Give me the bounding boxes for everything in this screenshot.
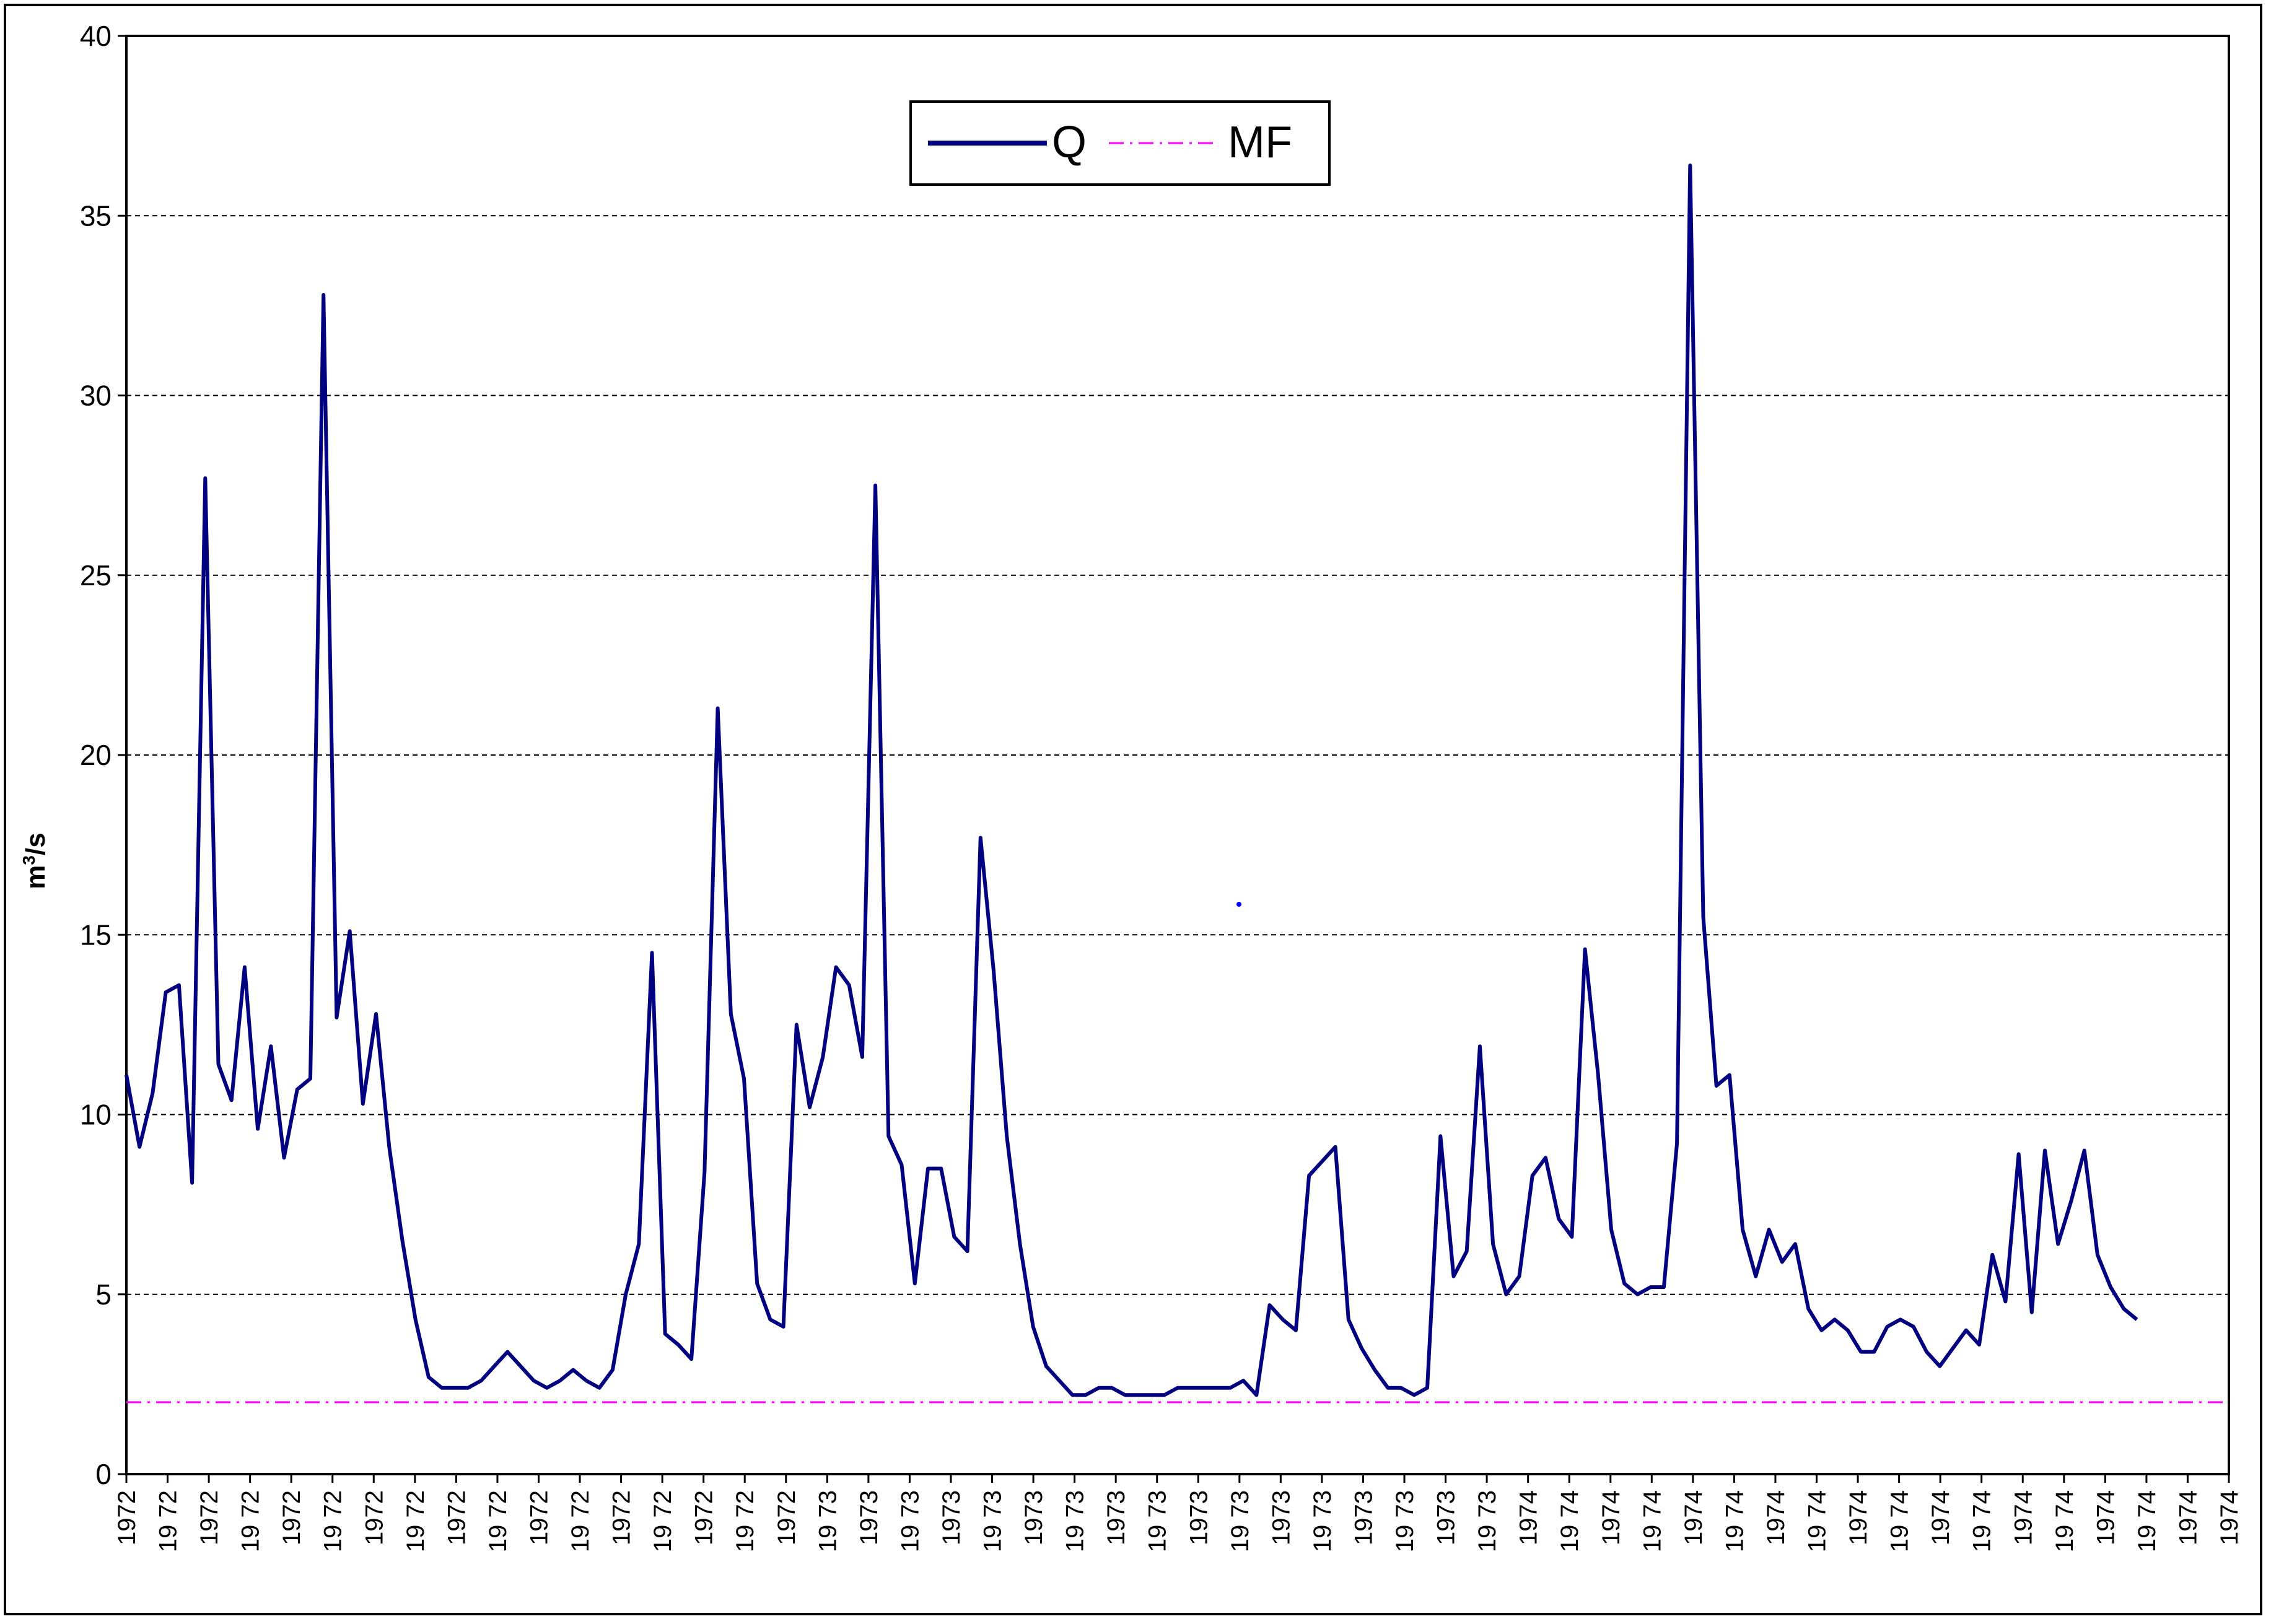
x-tick-label: 19 74 — [1969, 1490, 1996, 1552]
x-tick-label: 19 74 — [1639, 1490, 1666, 1552]
y-tick-label-30: 30 — [80, 380, 112, 412]
x-tick-label: 1974 — [1845, 1490, 1872, 1545]
x-tick-label: 1973 — [1267, 1490, 1295, 1545]
x-tick-label: 1973 — [1185, 1490, 1212, 1545]
x-tick-label: 1974 — [2216, 1490, 2243, 1545]
x-tick-label: 1972 — [278, 1490, 305, 1545]
x-tick-label: 19 72 — [155, 1490, 182, 1552]
x-tick-label: 19 73 — [896, 1490, 924, 1552]
x-tick-label: 1972 — [608, 1490, 636, 1545]
legend-q-label: Q — [1052, 118, 1087, 167]
y-tick-label-10: 10 — [80, 1099, 112, 1131]
x-tick-label: 1972 — [525, 1490, 553, 1545]
series-q-line — [125, 164, 2138, 1397]
x-tick-label: 1974 — [2174, 1490, 2202, 1545]
y-axis-label: m3/s — [19, 832, 51, 889]
x-tick-label: 19 74 — [1886, 1490, 1914, 1552]
y-tick-label-35: 35 — [80, 199, 112, 232]
stray-marker — [1236, 902, 1241, 907]
x-tick-label: 19 73 — [979, 1490, 1007, 1552]
x-tick-label: 1974 — [1927, 1490, 1954, 1545]
y-tick-label-20: 20 — [80, 739, 112, 771]
x-tick-label: 19 74 — [2051, 1490, 2078, 1552]
x-tick-label: 1973 — [1020, 1490, 1048, 1545]
x-tick-label: 1972 — [196, 1490, 223, 1545]
x-tick-label: 19 73 — [1062, 1490, 1089, 1552]
x-tick-label: 19 73 — [814, 1490, 841, 1552]
x-axis-ticks: 1972 19 72 1972 19 72 1972 19 72 1972 19 72 1972… — [113, 1474, 2243, 1552]
x-tick-label: 19 72 — [320, 1490, 347, 1552]
y-tick-label-25: 25 — [80, 559, 112, 592]
x-tick-label: 19 73 — [1227, 1490, 1254, 1552]
x-tick-label: 1974 — [2010, 1490, 2037, 1545]
x-tick-label: 19 72 — [567, 1490, 594, 1552]
y-axis-label-base: m — [20, 865, 51, 889]
legend-mf-label: MF — [1228, 118, 1292, 167]
x-tick-label: 19 73 — [1144, 1490, 1171, 1552]
x-tick-label: 1974 — [1680, 1490, 1707, 1545]
x-tick-label: 19 73 — [1309, 1490, 1336, 1552]
x-tick-label: 19 72 — [732, 1490, 759, 1552]
x-tick-label: 19 72 — [484, 1490, 512, 1552]
gridlines — [126, 215, 2229, 1295]
x-tick-label: 19 73 — [1391, 1490, 1419, 1552]
x-tick-label: 1973 — [1350, 1490, 1377, 1545]
x-tick-label: 1972 — [113, 1490, 141, 1545]
x-tick-label: 1974 — [2092, 1490, 2119, 1545]
x-tick-label: 19 72 — [649, 1490, 676, 1552]
y-axis-label-tail: /s — [20, 832, 51, 855]
x-tick-label: 1974 — [1598, 1490, 1625, 1545]
legend: Q MF — [909, 100, 1331, 186]
y-axis-label-sup: 3 — [19, 855, 38, 865]
y-tick-label-15: 15 — [80, 919, 112, 951]
x-tick-label: 19 74 — [1556, 1490, 1583, 1552]
y-tick-label-40: 40 — [80, 20, 112, 52]
x-tick-label: 1972 — [443, 1490, 470, 1545]
y-axis-ticks: 0 5 10 15 20 25 30 35 40 — [80, 20, 126, 1490]
x-tick-label: 1972 — [361, 1490, 388, 1545]
y-tick-label-0: 0 — [95, 1458, 112, 1490]
x-tick-label: 19 72 — [402, 1490, 429, 1552]
series-layer — [125, 164, 2229, 1404]
x-tick-label: 1973 — [938, 1490, 965, 1545]
x-tick-label: 1972 — [773, 1490, 800, 1545]
x-tick-label: 19 74 — [1804, 1490, 1831, 1552]
x-tick-label: 1973 — [1103, 1490, 1130, 1545]
x-tick-label: 19 74 — [2133, 1490, 2161, 1552]
x-tick-label: 19 72 — [237, 1490, 265, 1552]
x-tick-label: 19 74 — [1721, 1490, 1748, 1552]
x-tick-label: 1973 — [855, 1490, 883, 1545]
x-tick-label: 1974 — [1762, 1490, 1790, 1545]
x-tick-label: 1972 — [691, 1490, 718, 1545]
y-tick-label-5: 5 — [95, 1278, 112, 1311]
x-tick-label: 1974 — [1515, 1490, 1542, 1545]
x-tick-label: 1973 — [1433, 1490, 1460, 1545]
x-tick-label: 19 73 — [1474, 1490, 1501, 1552]
